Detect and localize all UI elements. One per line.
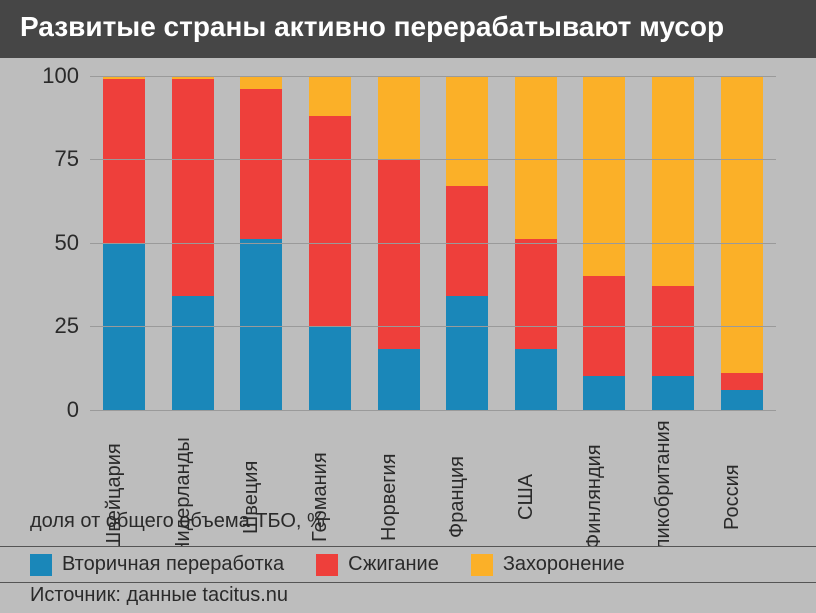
source-caption: Источник: данные tacitus.nu [30, 584, 288, 607]
plot: 0255075100 ШвейцарияНидерландыШвецияГерм… [30, 76, 786, 456]
bar-segment-landfill [652, 76, 694, 286]
bar-segment-incineration [721, 373, 763, 390]
bar-segment-landfill [515, 76, 557, 240]
legend-item-incineration: Сжигание [316, 553, 439, 576]
bar-segment-landfill [583, 76, 625, 276]
ytick-label: 100 [42, 63, 79, 89]
gridline [90, 159, 776, 160]
bar-segment-recycling [515, 349, 557, 409]
bar-segment-recycling [583, 376, 625, 409]
axis-title: доля от общего объема ТБО, % [30, 510, 325, 533]
legend-label: Захоронение [503, 553, 625, 576]
bar-segment-recycling [652, 376, 694, 409]
legend-item-recycling: Вторичная переработка [30, 553, 284, 576]
ytick-label: 0 [67, 397, 79, 423]
legend-swatch [471, 554, 493, 576]
legend-label: Сжигание [348, 553, 439, 576]
bar-segment-incineration [378, 159, 420, 349]
gridline [90, 76, 776, 77]
bar-segment-incineration [515, 239, 557, 349]
gridline [90, 326, 776, 327]
legend: Вторичная переработка Сжигание Захоронение [0, 546, 816, 583]
page-root: Развитые страны активно перерабатывают м… [0, 0, 816, 613]
bar-segment-landfill [446, 76, 488, 186]
bar-segment-incineration [446, 186, 488, 296]
bar-segment-recycling [721, 390, 763, 410]
page-title: Развитые страны активно перерабатывают м… [20, 10, 796, 44]
bar-segment-incineration [240, 89, 282, 239]
bar-segment-incineration [172, 79, 214, 296]
bar-segment-recycling [172, 296, 214, 410]
gridline [90, 243, 776, 244]
bar-segment-landfill [721, 76, 763, 373]
legend-item-landfill: Захоронение [471, 553, 625, 576]
bar-segment-landfill [240, 76, 282, 89]
bar-segment-recycling [378, 349, 420, 409]
bar-segment-recycling [240, 239, 282, 409]
ytick-label: 25 [55, 313, 79, 339]
y-axis: 0255075100 [30, 76, 85, 410]
title-band: Развитые страны активно перерабатывают м… [0, 0, 816, 58]
legend-label: Вторичная переработка [62, 553, 284, 576]
bar-segment-recycling [309, 326, 351, 410]
plot-area [90, 76, 776, 410]
bar-segment-incineration [103, 79, 145, 243]
legend-swatch [316, 554, 338, 576]
legend-swatch [30, 554, 52, 576]
ytick-label: 75 [55, 146, 79, 172]
bar-segment-recycling [446, 296, 488, 410]
bar-segment-incineration [309, 116, 351, 326]
bar-segment-incineration [652, 286, 694, 376]
bar-segment-landfill [309, 76, 351, 116]
ytick-label: 50 [55, 230, 79, 256]
gridline [90, 410, 776, 411]
bar-segment-landfill [378, 76, 420, 160]
